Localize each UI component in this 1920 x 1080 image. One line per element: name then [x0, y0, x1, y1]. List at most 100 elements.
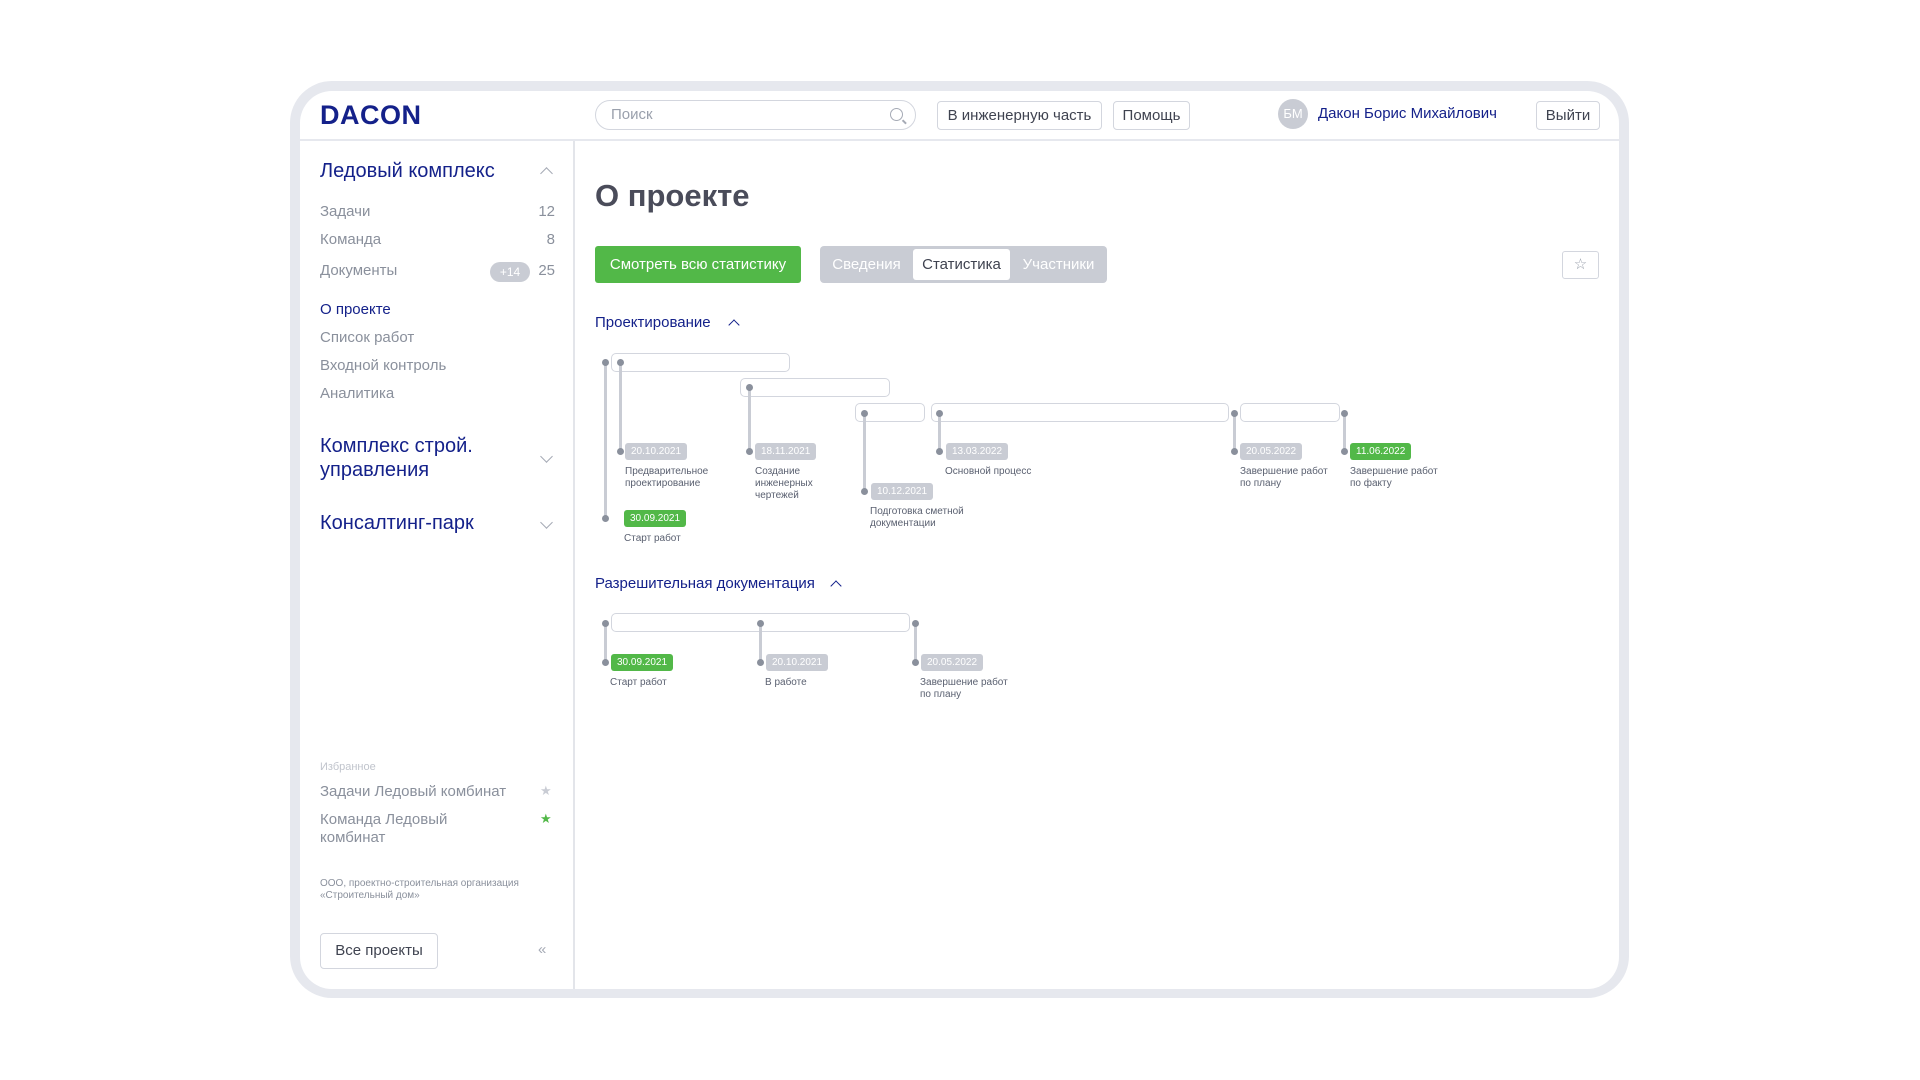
milestone-dot: [757, 659, 764, 666]
milestone-line: [759, 623, 762, 662]
milestone-date: 13.03.2022: [946, 443, 1009, 460]
milestone-label: Основной процесс: [945, 466, 1032, 477]
sidebar-item-tasks[interactable]: Задачи: [320, 203, 371, 220]
milestone-dot: [912, 620, 919, 627]
sidebar-item-analytics[interactable]: Аналитика: [320, 385, 395, 402]
milestone-date: 11.06.2022: [1350, 443, 1412, 460]
milestone-dot: [602, 515, 609, 522]
milestone-label: Создание инженерных чертежей: [755, 466, 813, 501]
milestone-line: [938, 413, 941, 451]
milestone-date: 10.12.2021: [871, 483, 934, 500]
section-permits[interactable]: Разрешительная документация: [595, 575, 815, 592]
milestone-dot: [1341, 410, 1348, 417]
milestone-date: 18.11.2021: [755, 443, 817, 460]
milestone-date: 20.05.2022: [921, 654, 984, 671]
milestone-label: Подготовка сметной документации: [870, 506, 964, 529]
avatar[interactable]: БМ: [1278, 99, 1308, 129]
milestone-dot: [1231, 448, 1238, 455]
favorite-item-line2[interactable]: комбинат: [320, 829, 386, 846]
tabs: Сведения Статистика Участники: [820, 246, 1107, 283]
documents-count: 25: [538, 262, 555, 279]
favorite-item[interactable]: Команда Ледовый: [320, 811, 448, 828]
sidebar-item-input-control[interactable]: Входной контроль: [320, 357, 447, 374]
collapse-sidebar-icon[interactable]: «: [538, 941, 547, 958]
milestone-dot: [936, 448, 943, 455]
project-construction-complex-line2[interactable]: управления: [320, 459, 430, 481]
section-design[interactable]: Проектирование: [595, 314, 711, 331]
team-count: 8: [546, 231, 555, 248]
milestone-line: [619, 362, 622, 451]
milestone-date: 20.10.2021: [766, 654, 829, 671]
logo[interactable]: DACON: [320, 100, 422, 130]
search-icon[interactable]: [890, 108, 903, 121]
milestone-dot: [602, 359, 609, 366]
milestone-date: 20.10.2021: [625, 443, 688, 460]
milestone-dot: [757, 620, 764, 627]
milestone-line: [604, 362, 607, 518]
organization-name: ООО, проектно-строительная организация «…: [320, 878, 519, 901]
milestone-label: Завершение работ по плану: [920, 677, 1008, 700]
milestone-label: Предварительное проектирование: [625, 466, 709, 489]
project-construction-complex[interactable]: Комплекс строй.: [320, 435, 473, 457]
favorite-button[interactable]: ☆: [1562, 251, 1599, 279]
tab-statistics[interactable]: Статистика: [913, 249, 1010, 280]
star-filled-icon[interactable]: ★: [540, 811, 552, 826]
new-documents-badge: +14: [490, 262, 530, 282]
project-ice-complex[interactable]: Ледовый комплекс: [320, 160, 495, 182]
timeline-bar: [1240, 403, 1340, 422]
star-icon[interactable]: ★: [540, 783, 552, 798]
milestone-line: [1343, 413, 1346, 451]
search-placeholder: Поиск: [611, 106, 653, 123]
user-name[interactable]: Дакон Борис Михайлович: [1318, 105, 1497, 122]
milestone-line: [604, 623, 607, 662]
sidebar-item-team[interactable]: Команда: [320, 231, 382, 248]
milestone-label: Завершение работ по плану: [1240, 466, 1328, 489]
milestone-date: 30.09.2021: [624, 510, 687, 527]
search-input[interactable]: Поиск: [595, 100, 916, 130]
milestone-label: Завершение работ по факту: [1350, 466, 1438, 489]
view-all-stats-button[interactable]: Смотреть всю статистику: [595, 246, 801, 283]
milestone-dot: [617, 359, 624, 366]
milestone-dot: [1231, 410, 1238, 417]
timeline-bar: [611, 353, 790, 372]
page-title: О проекте: [595, 178, 750, 213]
milestone-line: [914, 623, 917, 662]
engineering-button[interactable]: В инженерную часть: [937, 101, 1102, 130]
milestone-label: В работе: [765, 677, 807, 688]
milestone-dot: [936, 410, 943, 417]
milestone-dot: [746, 384, 753, 391]
milestone-dot: [912, 659, 919, 666]
milestone-dot: [746, 448, 753, 455]
tasks-count: 12: [538, 203, 555, 220]
milestone-line: [1233, 413, 1236, 451]
milestone-dot: [861, 488, 868, 495]
sidebar-divider: [573, 141, 575, 989]
sidebar-item-documents[interactable]: Документы: [320, 262, 398, 279]
sidebar-item-work-list[interactable]: Список работ: [320, 329, 415, 346]
favorite-item[interactable]: Задачи Ледовый комбинат: [320, 783, 507, 800]
project-consulting-park[interactable]: Консалтинг-парк: [320, 512, 474, 534]
milestone-dot: [861, 410, 868, 417]
milestone-date: 30.09.2021: [611, 654, 674, 671]
help-button[interactable]: Помощь: [1113, 101, 1190, 130]
milestone-date: 20.05.2022: [1240, 443, 1303, 460]
timeline-bar: [740, 378, 890, 397]
all-projects-button[interactable]: Все проекты: [320, 933, 438, 969]
app-window: [300, 91, 1619, 989]
milestone-dot: [602, 659, 609, 666]
favorites-heading: Избранное: [320, 761, 376, 773]
milestone-label: Старт работ: [610, 677, 667, 688]
tab-info[interactable]: Сведения: [832, 256, 901, 273]
milestone-dot: [602, 620, 609, 627]
timeline-bar: [855, 403, 925, 422]
milestone-label: Старт работ: [624, 533, 681, 544]
milestone-dot: [1341, 448, 1348, 455]
header-divider: [300, 139, 1619, 141]
logout-button[interactable]: Выйти: [1536, 101, 1600, 130]
milestone-line: [863, 413, 866, 491]
tab-participants[interactable]: Участники: [1022, 256, 1095, 273]
timeline-bar: [931, 403, 1229, 422]
milestone-dot: [617, 448, 624, 455]
sidebar-item-about[interactable]: О проекте: [320, 301, 391, 318]
milestone-line: [748, 387, 751, 451]
